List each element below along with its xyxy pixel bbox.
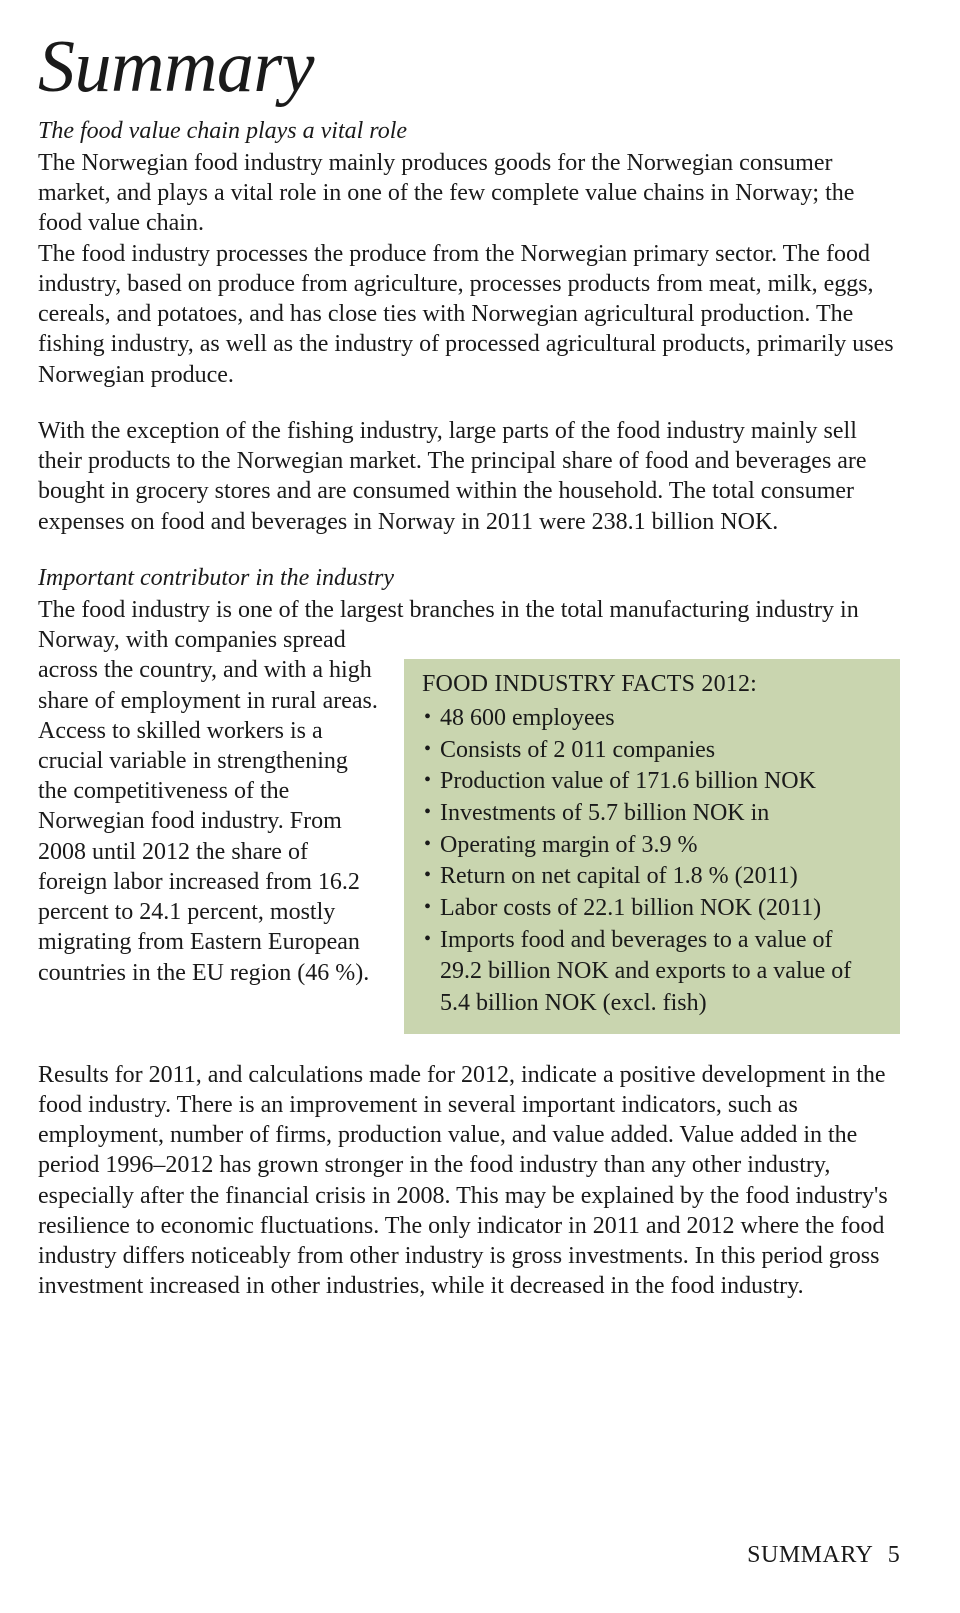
footer-page-number: 5	[888, 1542, 900, 1568]
paragraph: Results for 2011, and calculations made …	[38, 1060, 900, 1302]
footer-section-label: SUMMARY	[747, 1542, 873, 1568]
facts-list-item: Operating margin of 3.9 %	[422, 830, 880, 862]
facts-list-item: 48 600 employees	[422, 703, 880, 735]
facts-box-title: FOOD INDUSTRY FACTS 2012:	[422, 669, 880, 701]
facts-list-item: Investments of 5.7 billion NOK in	[422, 798, 880, 830]
facts-list-item: Labor costs of 22.1 billion NOK (2011)	[422, 893, 880, 925]
paragraph: With the exception of the fishing indust…	[38, 416, 900, 537]
two-column-layout: across the country, and with a high shar…	[38, 655, 900, 1033]
facts-list-item: Imports food and beverages to a value of…	[422, 925, 880, 1020]
page-title: Summary	[38, 30, 900, 104]
facts-list-item: Consists of 2 011 companies	[422, 735, 880, 767]
left-column-text: across the country, and with a high shar…	[38, 655, 382, 988]
page-footer: SUMMARY 5	[747, 1542, 900, 1569]
section-heading-value-chain: The food value chain plays a vital role	[38, 116, 900, 146]
paragraph-intro: The food industry is one of the largest …	[38, 595, 900, 655]
page: Summary The food value chain plays a vit…	[0, 0, 960, 1613]
facts-list: 48 600 employees Consists of 2 011 compa…	[422, 703, 880, 1020]
paragraph: The food industry processes the produce …	[38, 239, 900, 390]
facts-list-item: Production value of 171.6 billion NOK	[422, 766, 880, 798]
facts-list-item: Return on net capital of 1.8 % (2011)	[422, 861, 880, 893]
section-heading-contributor: Important contributor in the industry	[38, 563, 900, 593]
paragraph: The Norwegian food industry mainly produ…	[38, 148, 900, 239]
facts-box: FOOD INDUSTRY FACTS 2012: 48 600 employe…	[404, 659, 900, 1033]
